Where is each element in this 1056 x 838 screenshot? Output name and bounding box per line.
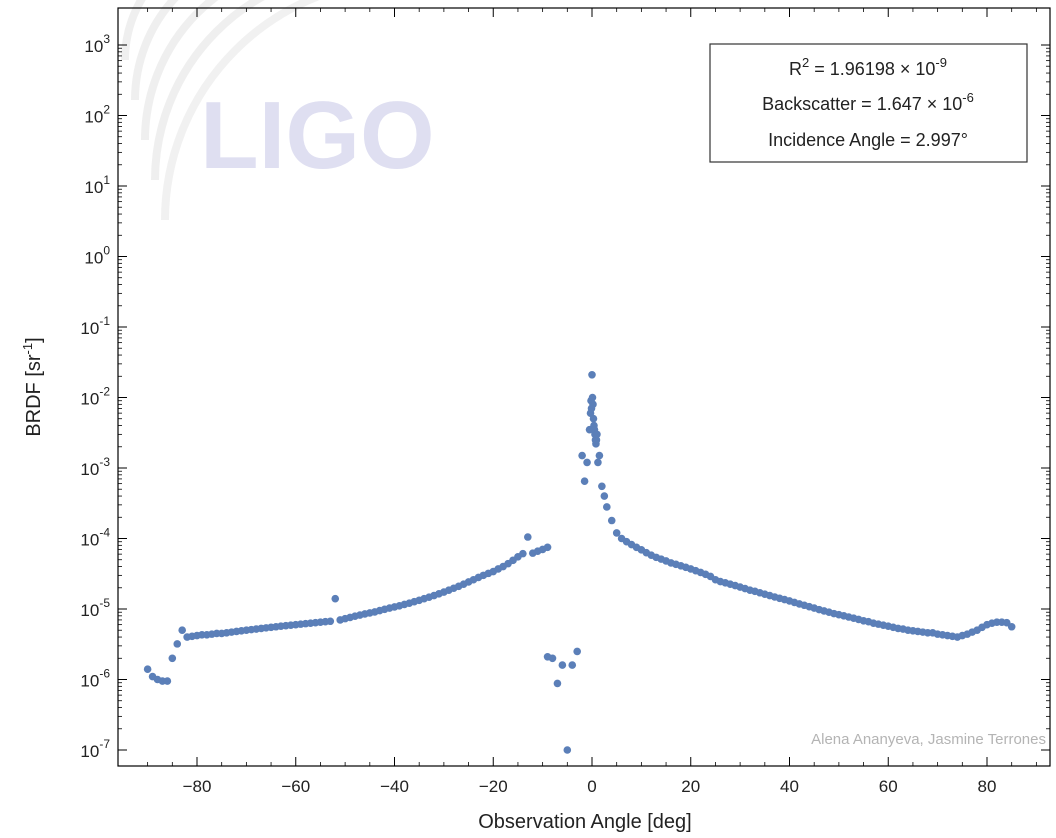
data-point <box>593 430 601 439</box>
data-point <box>578 451 586 460</box>
y-axis-title-main: BRDF [sr <box>23 354 45 437</box>
x-axis: −80 −60 −40 −20 0 20 40 60 80 <box>147 8 1037 796</box>
data-point <box>143 665 152 673</box>
data-point <box>600 492 609 500</box>
data-point <box>583 458 591 467</box>
y-tick-label: 10-2 <box>80 385 110 409</box>
data-point <box>568 661 577 669</box>
x-tick-label: 60 <box>879 777 898 796</box>
data-point <box>588 370 596 379</box>
legend-r2: R2 = 1.96198 × 10-9 <box>789 55 947 79</box>
ligo-watermark: LIGO <box>121 0 435 221</box>
x-tick-label: 40 <box>780 777 799 796</box>
data-point <box>173 640 182 648</box>
data-point <box>524 533 532 541</box>
y-tick-label: 10-7 <box>80 737 110 761</box>
fit-legend: R2 = 1.96198 × 10-9 Backscatter = 1.647 … <box>709 43 1028 163</box>
data-point <box>558 661 567 669</box>
data-point <box>603 503 611 511</box>
y-tick-label: 10-3 <box>80 455 110 479</box>
y-tick-label: 102 <box>84 103 110 127</box>
x-tick-label: 20 <box>681 777 700 796</box>
data-point <box>563 746 572 754</box>
data-point <box>326 617 335 626</box>
svg-text:BRDF [sr-1]: BRDF [sr-1] <box>20 337 45 436</box>
data-points <box>143 370 1016 754</box>
data-point <box>1007 622 1016 631</box>
y-axis: 103 102 101 100 10-1 10-2 10-3 10-4 10-5 10-6 10-7 <box>80 32 1050 761</box>
credit-annotation: Alena Ananyeva, Jasmine Terrones <box>811 731 1046 748</box>
y-tick-label: 100 <box>84 244 110 268</box>
data-point <box>588 393 597 402</box>
legend-box <box>709 43 1028 163</box>
y-tick-label: 103 <box>84 32 110 56</box>
data-point <box>594 458 602 467</box>
data-point <box>589 414 598 423</box>
data-point <box>519 549 527 558</box>
y-tick-label: 101 <box>84 173 110 197</box>
data-point <box>331 594 340 603</box>
data-point <box>598 482 606 491</box>
x-tick-label: 80 <box>978 777 997 796</box>
data-point <box>592 436 601 444</box>
data-point <box>163 677 172 685</box>
y-tick-label: 10-4 <box>80 526 110 550</box>
legend-backscatter: Backscatter = 1.647 × 10-6 <box>762 90 974 114</box>
y-tick-label: 10-6 <box>80 667 110 691</box>
data-point <box>595 451 604 460</box>
data-point <box>178 626 186 635</box>
x-axis-title: Observation Angle [deg] <box>478 811 691 833</box>
data-point <box>553 679 562 688</box>
legend-incidence-angle: Incidence Angle = 2.997° <box>768 130 968 150</box>
y-tick-label: 10-1 <box>80 314 110 338</box>
data-point <box>168 654 177 663</box>
x-tick-label: −20 <box>479 777 508 796</box>
y-axis-title-sup: -1 <box>20 343 35 355</box>
x-tick-label: −40 <box>380 777 409 796</box>
plot-frame <box>117 7 1051 767</box>
x-tick-label: −80 <box>183 777 212 796</box>
y-tick-label: 10-5 <box>80 596 110 620</box>
x-tick-label: −60 <box>281 777 310 796</box>
data-point <box>548 654 557 663</box>
y-axis-title: BRDF [sr-1] <box>20 337 45 436</box>
data-point <box>589 400 597 409</box>
x-tick-label: 0 <box>587 777 596 796</box>
y-axis-title-end: ] <box>23 337 45 343</box>
data-point <box>543 543 552 552</box>
watermark-text: LIGO <box>200 82 435 189</box>
data-point <box>573 647 581 656</box>
data-point <box>612 529 621 537</box>
data-point <box>580 477 589 485</box>
data-point <box>607 516 616 525</box>
